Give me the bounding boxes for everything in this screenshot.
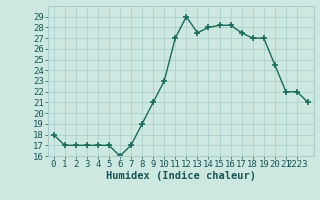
X-axis label: Humidex (Indice chaleur): Humidex (Indice chaleur): [106, 171, 256, 181]
